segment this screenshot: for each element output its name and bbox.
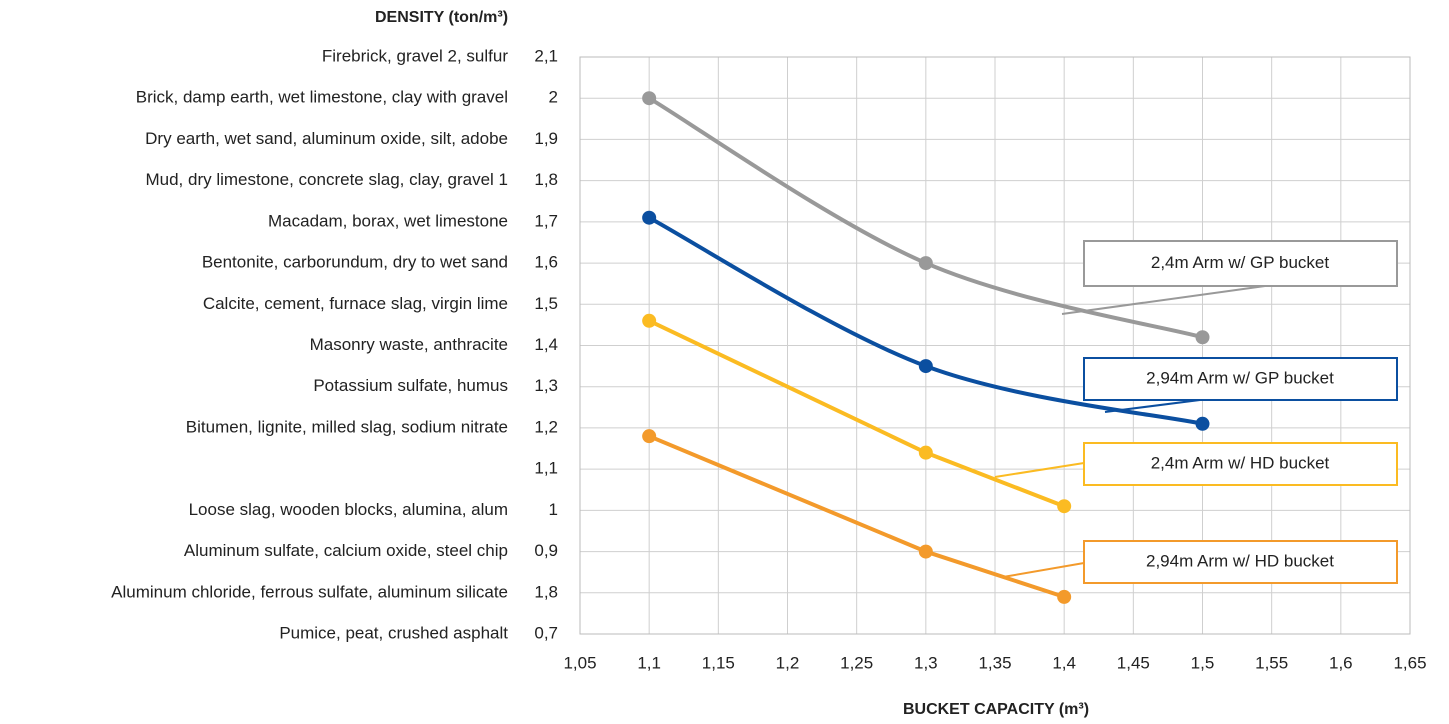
x-tick-label: 1,05 [563,653,596,672]
y-tick-label: 2,1 [534,46,558,65]
data-point [1195,416,1210,431]
x-tick-label: 1,35 [978,653,1011,672]
x-tick-label: 1,4 [1052,653,1076,672]
x-tick-label: 1,55 [1255,653,1288,672]
material-label: Mud, dry limestone, concrete slag, clay,… [145,170,508,189]
legend-label: 2,4m Arm w/ HD bucket [1151,453,1330,472]
y-tick-label: 2 [549,88,558,107]
y-tick-label: 0,9 [534,541,558,560]
material-label: Bentonite, carborundum, dry to wet sand [202,253,508,272]
leader-line [994,462,1085,478]
y-tick-label: 1 [549,500,558,519]
legend-label: 2,94m Arm w/ HD bucket [1146,551,1334,570]
material-label: Pumice, peat, crushed asphalt [279,623,508,642]
material-label: Bitumen, lignite, milled slag, sodium ni… [186,417,508,436]
y-tick-label: 1,8 [534,582,558,601]
y-axis-title: DENSITY (ton/m³) [375,9,508,26]
material-label: Potassium sulfate, humus [313,376,508,395]
y-tick-label: 1,9 [534,129,558,148]
legend-box [1083,357,1398,401]
y-tick-label: 0,7 [534,623,558,642]
material-label: Masonry waste, anthracite [310,335,508,354]
y-tick-label: 1,4 [534,335,558,354]
data-point [918,445,933,460]
x-tick-label: 1,6 [1329,653,1353,672]
data-point [1195,330,1210,345]
y-tick-label: 1,6 [534,253,558,272]
leader-line [1002,562,1085,578]
x-tick-label: 1,2 [776,653,800,672]
x-tick-label: 1,5 [1191,653,1215,672]
data-point [918,544,933,559]
y-tick-label: 1,1 [534,459,558,478]
data-point [642,313,657,328]
y-tick-label: 1,8 [534,170,558,189]
x-tick-label: 1,25 [840,653,873,672]
y-tick-label: 1,5 [534,294,558,313]
x-tick-label: 1,3 [914,653,938,672]
data-point [642,210,657,225]
x-tick-label: 1,1 [637,653,661,672]
legend-label: 2,4m Arm w/ GP bucket [1151,253,1330,272]
plot-border [579,56,1411,635]
y-tick-label: 1,3 [534,376,558,395]
legend-box [1083,540,1398,584]
data-point [1057,589,1072,604]
material-label: Calcite, cement, furnace slag, virgin li… [203,294,508,313]
material-label: Loose slag, wooden blocks, alumina, alum [189,500,508,519]
legend-label: 2,94m Arm w/ GP bucket [1146,368,1334,387]
material-label: Brick, damp earth, wet limestone, clay w… [136,88,508,107]
material-label: Firebrick, gravel 2, sulfur [322,46,508,65]
x-axis-title: BUCKET CAPACITY (m³) [903,701,1089,718]
legend-box [1083,240,1398,287]
y-tick-label: 1,2 [534,417,558,436]
x-tick-label: 1,65 [1393,653,1426,672]
y-tick-label: 1,7 [534,211,558,230]
leader-line [1061,285,1266,315]
material-label: Aluminum sulfate, calcium oxide, steel c… [184,541,508,560]
material-label: Dry earth, wet sand, aluminum oxide, sil… [145,129,508,148]
material-label: Macadam, borax, wet limestone [268,211,508,230]
data-point [642,429,657,444]
data-point [642,91,657,106]
x-tick-label: 1,15 [702,653,735,672]
data-point [918,256,933,271]
legend-box [1083,442,1398,486]
data-point [1057,499,1072,514]
x-tick-label: 1,45 [1117,653,1150,672]
data-point [918,359,933,374]
material-label: Aluminum chloride, ferrous sulfate, alum… [111,582,508,601]
